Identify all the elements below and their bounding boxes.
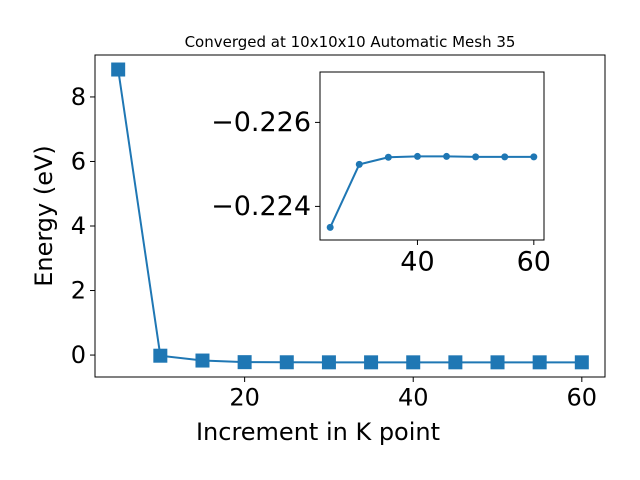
marker (472, 153, 480, 161)
x-tick-label: 40 (398, 383, 429, 411)
marker (413, 152, 421, 160)
marker (574, 355, 589, 370)
y-tick-label: 0 (71, 341, 86, 369)
marker (443, 152, 451, 160)
marker (111, 62, 126, 77)
y-tick-label: 2 (71, 277, 86, 305)
x-tick-label: 60 (517, 247, 551, 278)
series-line (117, 69, 582, 364)
y-axis-label: Energy (eV) (30, 145, 58, 287)
marker (406, 355, 421, 370)
series-line (329, 155, 534, 228)
marker (153, 348, 168, 363)
marker (237, 355, 252, 370)
y-tick-label: −0.226 (211, 107, 311, 138)
x-tick-label: 20 (229, 383, 260, 411)
marker (279, 355, 294, 370)
x-axis-label: Increment in K point (196, 418, 440, 446)
y-tick-label: 4 (71, 212, 86, 240)
marker (532, 355, 547, 370)
y-tick-label: 6 (71, 147, 86, 175)
marker (490, 355, 505, 370)
x-tick-label: 40 (400, 247, 434, 278)
y-tick-label: −0.224 (211, 191, 311, 222)
axes-frame (319, 71, 545, 241)
marker (501, 153, 509, 161)
axes-frame (94, 54, 606, 378)
x-tick-label: 60 (567, 383, 598, 411)
marker (355, 160, 363, 168)
marker (364, 355, 379, 370)
marker (326, 223, 334, 231)
marker (530, 153, 538, 161)
marker (448, 355, 463, 370)
marker (321, 355, 336, 370)
chart-title: Converged at 10x10x10 Automatic Mesh 35 (185, 33, 516, 51)
marker (195, 353, 210, 368)
marker (384, 153, 392, 161)
y-tick-label: 8 (71, 83, 86, 111)
